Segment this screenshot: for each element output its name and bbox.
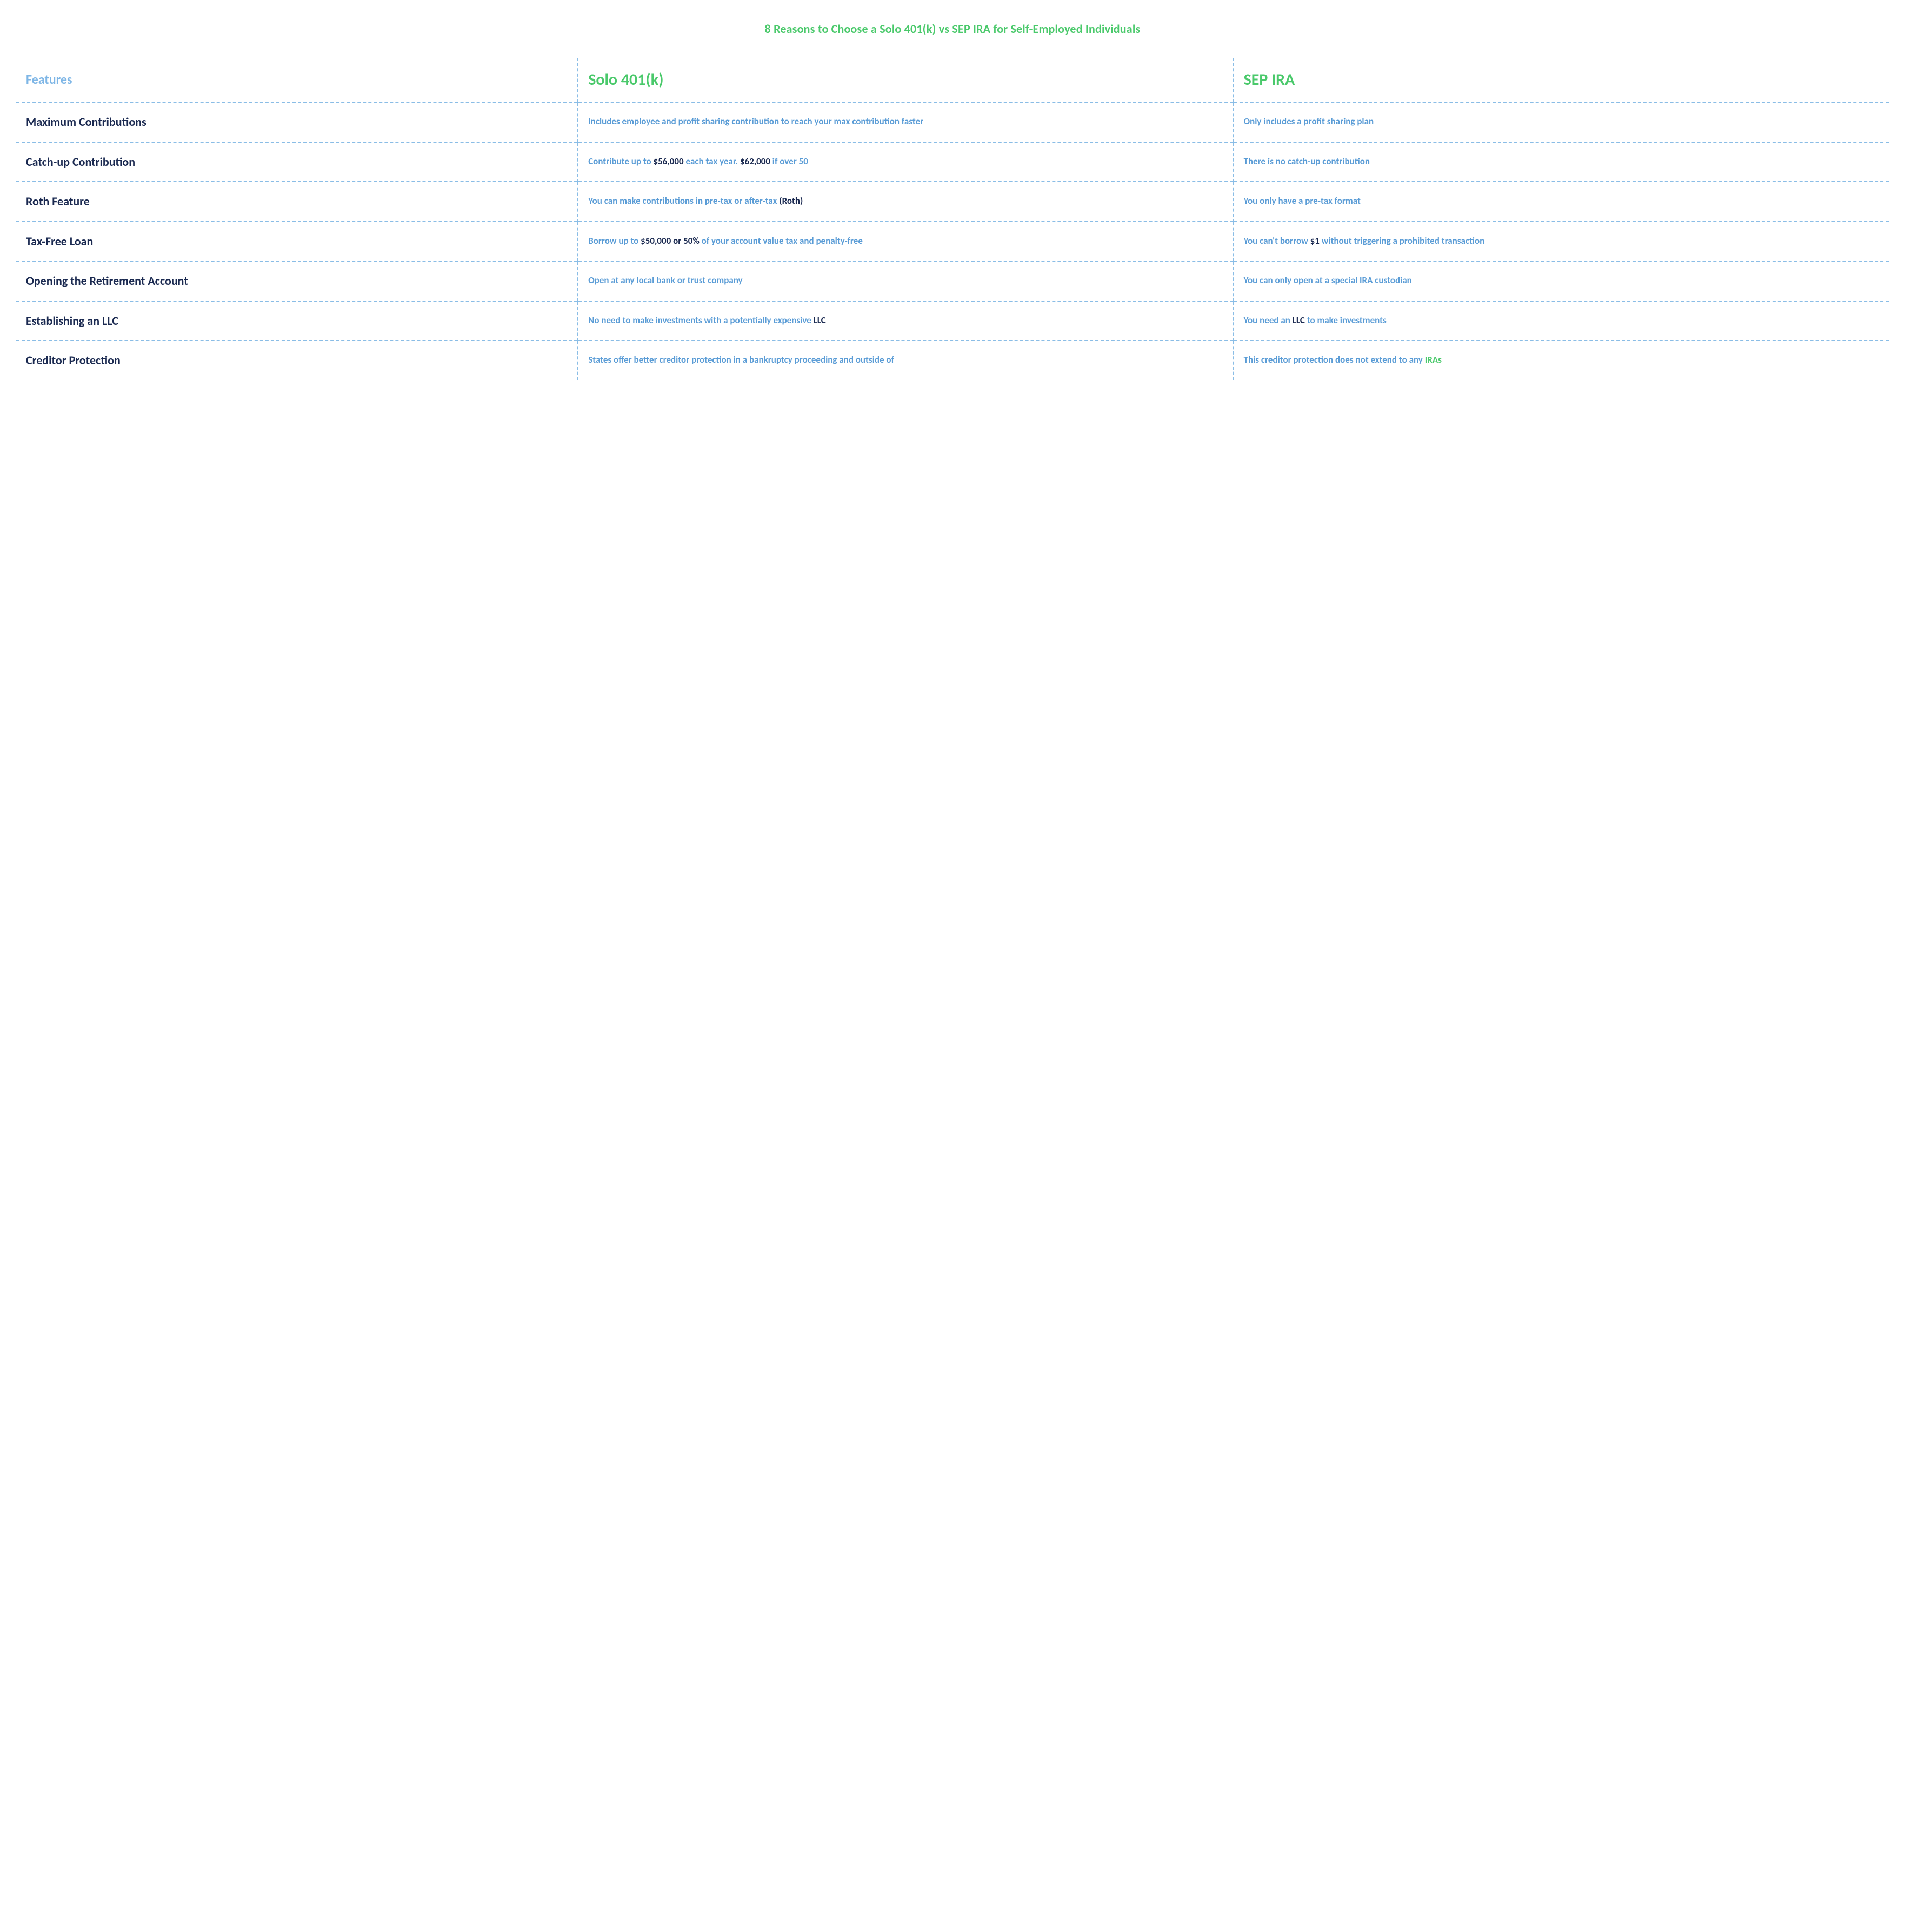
feature-label: Maximum Contributions bbox=[16, 102, 578, 142]
header-sep-ira: SEP IRA bbox=[1234, 58, 1889, 102]
feature-label: Roth Feature bbox=[16, 182, 578, 222]
table-row: Opening the Retirement AccountOpen at an… bbox=[16, 261, 1889, 301]
table-row: Roth FeatureYou can make contributions i… bbox=[16, 182, 1889, 222]
sep-cell: You can't borrow $1 without triggering a… bbox=[1234, 222, 1889, 262]
table-row: Catch-up ContributionContribute up to $5… bbox=[16, 142, 1889, 182]
solo-cell: Open at any local bank or trust company bbox=[578, 261, 1233, 301]
solo-cell: Contribute up to $56,000 each tax year. … bbox=[578, 142, 1233, 182]
header-solo-401k: Solo 401(k) bbox=[578, 58, 1233, 102]
solo-cell: You can make contributions in pre-tax or… bbox=[578, 182, 1233, 222]
feature-label: Tax-Free Loan bbox=[16, 222, 578, 262]
sep-cell: You only have a pre-tax format bbox=[1234, 182, 1889, 222]
table-row: Maximum ContributionsIncludes employee a… bbox=[16, 102, 1889, 142]
sep-cell: This creditor protection does not extend… bbox=[1234, 341, 1889, 380]
comparison-table: Features Solo 401(k) SEP IRA Maximum Con… bbox=[16, 58, 1889, 380]
solo-cell: States offer better creditor protection … bbox=[578, 341, 1233, 380]
table-body: Maximum ContributionsIncludes employee a… bbox=[16, 102, 1889, 380]
header-features: Features bbox=[16, 58, 578, 102]
feature-label: Creditor Protection bbox=[16, 341, 578, 380]
sep-cell: There is no catch-up contribution bbox=[1234, 142, 1889, 182]
sep-cell: Only includes a profit sharing plan bbox=[1234, 102, 1889, 142]
table-header-row: Features Solo 401(k) SEP IRA bbox=[16, 58, 1889, 102]
solo-cell: Includes employee and profit sharing con… bbox=[578, 102, 1233, 142]
page-title: 8 Reasons to Choose a Solo 401(k) vs SEP… bbox=[16, 22, 1889, 36]
feature-label: Establishing an LLC bbox=[16, 301, 578, 341]
table-row: Establishing an LLCNo need to make inves… bbox=[16, 301, 1889, 341]
feature-label: Opening the Retirement Account bbox=[16, 261, 578, 301]
solo-cell: No need to make investments with a poten… bbox=[578, 301, 1233, 341]
table-row: Creditor ProtectionStates offer better c… bbox=[16, 341, 1889, 380]
solo-cell: Borrow up to $50,000 or 50% of your acco… bbox=[578, 222, 1233, 262]
sep-cell: You can only open at a special IRA custo… bbox=[1234, 261, 1889, 301]
table-row: Tax-Free LoanBorrow up to $50,000 or 50%… bbox=[16, 222, 1889, 262]
sep-cell: You need an LLC to make investments bbox=[1234, 301, 1889, 341]
feature-label: Catch-up Contribution bbox=[16, 142, 578, 182]
